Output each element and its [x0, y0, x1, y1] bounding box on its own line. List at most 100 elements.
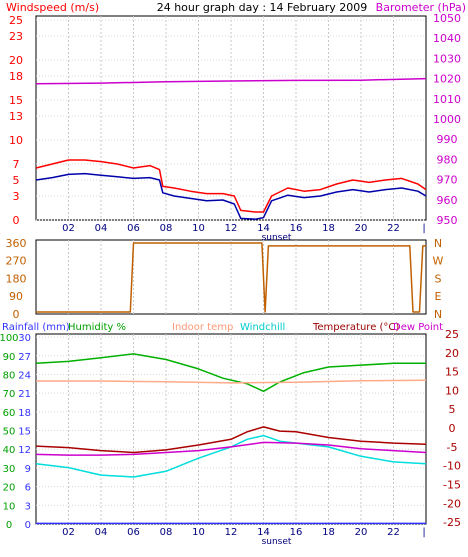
wind-average-line — [35, 172, 427, 220]
temperature-tick-label: 0 — [449, 422, 456, 435]
barometer-tick-label: 960 — [437, 194, 458, 207]
wind-tick-label: 10 — [9, 134, 23, 147]
temperature-tick-label: -15 — [443, 478, 461, 491]
wind-tick-label: 25 — [9, 14, 23, 27]
indoor-temp-line — [36, 379, 427, 384]
wind-tick-label: 23 — [9, 30, 23, 43]
dewpoint-line — [35, 441, 427, 456]
x-tick-label-temp: 06 — [127, 527, 140, 538]
humidity-axis-title: Humidity % — [68, 322, 126, 333]
x-tick-label-temp: | — [422, 527, 425, 538]
rainfall-tick-label: 24 — [18, 370, 31, 381]
humidity-tick-label: 10 — [3, 501, 16, 512]
direction-tick-label: 90 — [9, 290, 23, 303]
humidity-tick-label: 90 — [3, 352, 16, 363]
x-tick-label-wind: | — [422, 223, 425, 234]
humidity-tick-label: 100 — [0, 333, 19, 344]
barometer-axis-title: Barometer (hPa) — [376, 1, 466, 14]
wind-direction-line — [36, 242, 426, 313]
direction-tick-label: 0 — [13, 308, 20, 321]
barometer-tick-label: 950 — [437, 214, 458, 227]
temperature-tick-label: 10 — [445, 384, 459, 397]
compass-tick-label: E — [435, 290, 442, 303]
rainfall-tick-label: 15 — [18, 427, 31, 438]
compass-tick-label: N — [434, 308, 442, 321]
direction-tick-label: 360 — [6, 237, 27, 250]
wind-tick-label: 20 — [9, 54, 23, 67]
x-tick-label-temp: 22 — [387, 527, 400, 538]
humidity-tick-label: 40 — [3, 445, 16, 456]
barometer-tick-label: 980 — [437, 153, 458, 166]
barometer-tick-label: 1030 — [433, 52, 461, 65]
x-tick-label-wind: 10 — [192, 223, 205, 234]
barometer-tick-label: 1020 — [433, 73, 461, 86]
wind-tick-label: 18 — [9, 70, 23, 83]
humidity-line — [35, 353, 426, 393]
temperature-tick-label: 15 — [445, 366, 459, 379]
barometer-tick-label: 1040 — [433, 32, 461, 45]
wind-tick-label: 15 — [9, 94, 23, 107]
barometer-line — [35, 77, 427, 85]
rainfall-tick-label: 3 — [25, 501, 31, 512]
barometer-tick-label: 990 — [437, 133, 458, 146]
wind-tick-label: 5 — [13, 174, 20, 187]
direction-tick-label: 180 — [6, 272, 27, 285]
humidity-tick-label: 30 — [3, 464, 16, 475]
x-tick-label-wind: 16 — [290, 223, 303, 234]
temperature-tick-label: -10 — [443, 460, 461, 473]
chart-title: 24 hour graph day : 14 February 2009 — [157, 1, 368, 14]
rainfall-tick-label: 18 — [18, 408, 31, 419]
humidity-tick-label: 80 — [3, 370, 16, 381]
x-tick-label-temp: 02 — [62, 527, 75, 538]
rainfall-tick-label: 30 — [18, 333, 31, 344]
x-tick-label-wind: 02 — [62, 223, 75, 234]
x-tick-label-wind: 04 — [95, 223, 108, 234]
rainfall-tick-label: 12 — [18, 445, 31, 456]
temperature-tick-label: -20 — [443, 497, 461, 510]
rainfall-tick-label: 0 — [25, 520, 31, 531]
humidity-tick-label: 20 — [3, 483, 16, 494]
wind-tick-label: 7 — [13, 158, 20, 171]
wind-tick-label: 3 — [13, 190, 20, 203]
compass-tick-label: N — [434, 237, 442, 250]
x-tick-label-temp: 20 — [355, 527, 368, 538]
temperature-tick-label: -5 — [447, 441, 458, 454]
temperature-tick-label: 25 — [445, 328, 459, 341]
humidity-tick-label: 70 — [3, 389, 16, 400]
humidity-tick-label: 60 — [3, 408, 16, 419]
x-tick-label-temp: 08 — [160, 527, 173, 538]
x-tick-label-wind: 08 — [160, 223, 173, 234]
barometer-tick-label: 1000 — [433, 113, 461, 126]
dewpoint-legend: Dew Point — [393, 322, 443, 333]
rainfall-tick-label: 27 — [18, 352, 31, 363]
x-tick-label-wind: 06 — [127, 223, 140, 234]
barometer-tick-label: 1050 — [433, 12, 461, 25]
windchill-line — [35, 434, 427, 478]
x-tick-label-temp: 04 — [95, 527, 108, 538]
x-tick-label-wind: 12 — [225, 223, 238, 234]
compass-tick-label: W — [433, 255, 444, 268]
rainfall-tick-label: 9 — [25, 464, 31, 475]
x-tick-label-temp: 16 — [290, 527, 303, 538]
temperature-tick-label: -25 — [443, 516, 461, 529]
sunset-label: sunset — [262, 233, 292, 243]
x-tick-label-wind: 18 — [322, 223, 335, 234]
temperature-tick-label: 5 — [449, 403, 456, 416]
rainfall-axis-title: Rainfall (mm) — [2, 322, 70, 333]
x-tick-label-temp: 12 — [225, 527, 238, 538]
humidity-tick-label: 0 — [6, 520, 12, 531]
wind-gust-line — [35, 159, 427, 213]
wind-tick-label: 0 — [13, 214, 20, 227]
windchill-legend: Windchill — [240, 322, 285, 333]
windspeed-axis-title: Windspeed (m/s) — [6, 1, 99, 14]
x-tick-label-wind: 22 — [387, 223, 400, 234]
direction-tick-label: 270 — [6, 255, 27, 268]
indoor-temp-legend: Indoor temp — [172, 322, 233, 333]
rainfall-tick-label: 21 — [18, 389, 31, 400]
compass-tick-label: S — [435, 272, 442, 285]
x-tick-label-temp: 18 — [322, 527, 335, 538]
sunset-label: sunset — [262, 537, 292, 547]
barometer-tick-label: 970 — [437, 174, 458, 187]
x-tick-label-temp: 10 — [192, 527, 205, 538]
